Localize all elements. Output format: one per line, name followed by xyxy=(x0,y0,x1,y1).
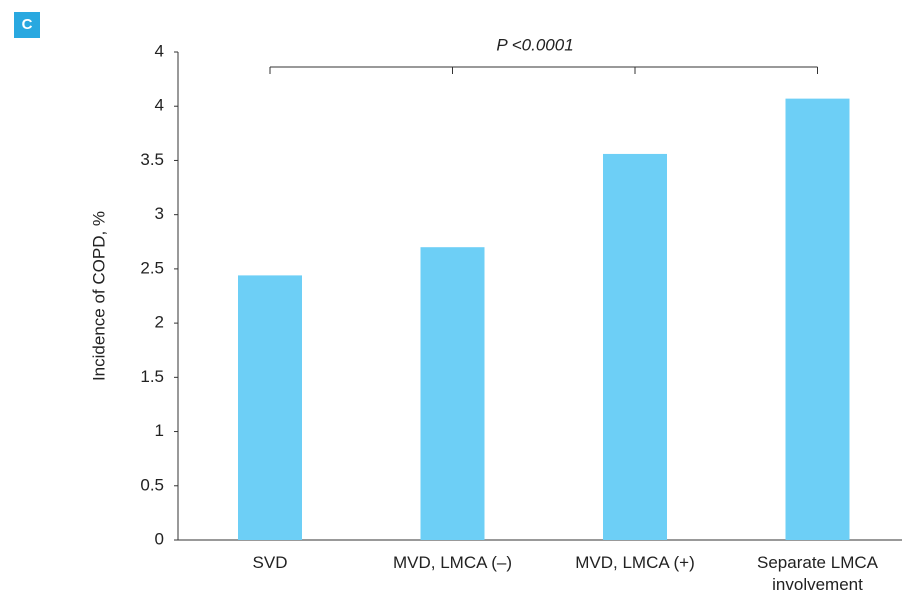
x-tick-label: MVD, LMCA (+) xyxy=(575,553,695,572)
x-tick-label: SVD xyxy=(252,553,288,572)
y-tick-label: 2 xyxy=(155,313,164,332)
y-tick-label: 0.5 xyxy=(140,475,164,494)
bar xyxy=(603,153,667,540)
y-tick-label: 1.5 xyxy=(140,367,164,386)
y-tick-label: 4 xyxy=(155,41,164,60)
y-tick-label: 1 xyxy=(155,421,164,440)
panel-label: C xyxy=(14,12,40,38)
y-tick-label: 4 xyxy=(155,96,164,115)
y-tick-label: 0 xyxy=(155,529,164,548)
bar xyxy=(238,275,302,540)
bar xyxy=(785,98,850,541)
y-axis-label: Incidence of COPD, % xyxy=(89,211,108,381)
y-tick-label: 3.5 xyxy=(140,150,164,169)
y-tick-label: 3 xyxy=(155,204,164,223)
bar xyxy=(420,247,485,540)
annotation: P <0.0001 xyxy=(496,35,573,54)
y-tick-label: 2.5 xyxy=(140,258,164,277)
x-tick-label: MVD, LMCA (–) xyxy=(392,553,513,572)
x-tick-label: Separate LMCA involvement xyxy=(757,553,878,594)
